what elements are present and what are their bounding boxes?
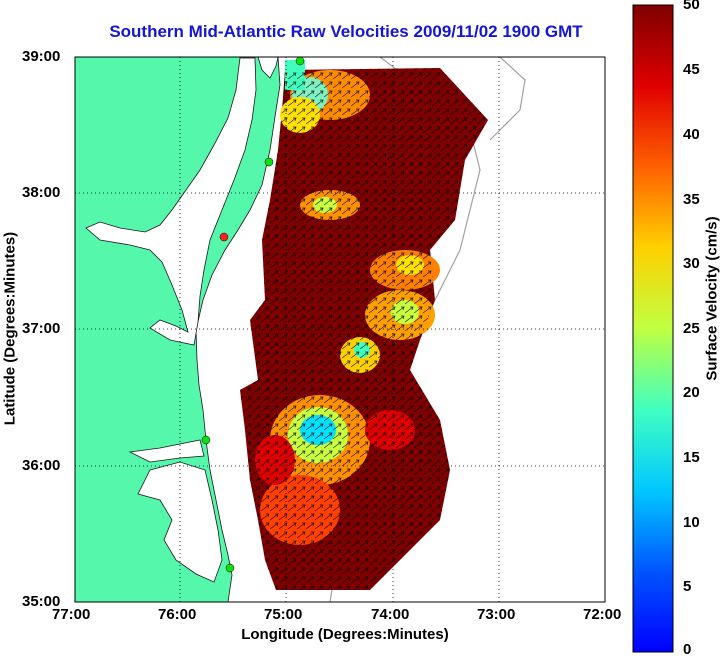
station-marker [225, 563, 235, 573]
station-marker [295, 57, 305, 66]
colorbar-tick: 40 [683, 126, 700, 143]
x-tick: 73:00 [477, 606, 516, 623]
x-tick: 77:00 [52, 606, 91, 623]
colorbar-tick: 5 [683, 578, 692, 595]
colorbar-label: Surface Velocity (cm/s) [703, 216, 721, 381]
colorbar-tick: 15 [683, 449, 700, 466]
y-axis-label: Latitude (Degrees:Minutes) [1, 231, 19, 426]
map-title: Southern Mid-Atlantic Raw Velocities 200… [109, 22, 583, 41]
x-tick: 74:00 [371, 606, 410, 623]
delaware-bay [257, 57, 279, 79]
colorbar-tick: 50 [683, 0, 700, 13]
gridlines [75, 57, 605, 602]
y-tick: 37:00 [22, 320, 61, 337]
colorbar-tick: 25 [683, 320, 700, 337]
x-axis-label: Longitude (Degrees:Minutes) [241, 626, 449, 643]
station-marker [219, 232, 229, 242]
colorbar-tick: 35 [683, 191, 700, 208]
y-tick: 36:00 [22, 457, 61, 474]
colorbar [632, 4, 674, 653]
station-marker [201, 435, 211, 445]
y-tick: 38:00 [22, 184, 61, 201]
station-marker [264, 157, 274, 167]
colorbar-tick: 0 [683, 641, 692, 658]
colorbar-tick: 45 [683, 61, 700, 78]
x-tick: 72:00 [583, 606, 622, 623]
outer-contour [489, 57, 526, 141]
chesapeake-bay [85, 57, 257, 346]
colorbar-tick: 20 [683, 384, 700, 401]
x-tick: 76:00 [158, 606, 197, 623]
colorbar-tick: 30 [683, 255, 700, 272]
colorbar-tick: 10 [683, 514, 700, 531]
y-tick: 39:00 [22, 48, 61, 65]
x-tick: 75:00 [264, 606, 303, 623]
albemarle-sound [128, 439, 205, 463]
y-tick: 35:00 [22, 593, 61, 610]
velocity-field [240, 60, 488, 590]
